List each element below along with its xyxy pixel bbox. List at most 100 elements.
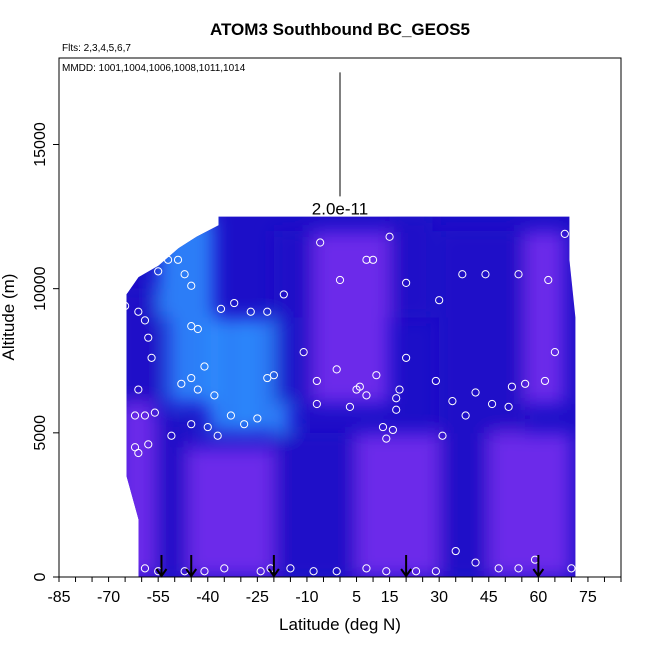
x-axis-label: Latitude (deg N) [279, 615, 401, 634]
field-cell [389, 216, 433, 318]
sample-point [448, 397, 457, 406]
sample-point [134, 307, 143, 316]
sample-point [382, 434, 391, 443]
sample-point [332, 365, 341, 374]
x-tick-label: -40 [196, 589, 219, 606]
sample-point [107, 425, 116, 435]
flight-arrow [400, 555, 412, 578]
field-cells [126, 216, 572, 577]
sample-point [263, 373, 272, 383]
x-tick-label: -25 [246, 589, 269, 606]
flight-arrow [268, 555, 280, 578]
sample-point [471, 558, 480, 567]
sample-point [177, 379, 186, 388]
x-tick-label: 15 [381, 589, 399, 606]
sample-point [471, 388, 480, 397]
x-axis: -85 -70 -55 -40 -25 -10 5 15 30 45 60 75 [47, 577, 622, 606]
sample-point [309, 567, 318, 576]
sample-point [431, 567, 440, 576]
sample-point [97, 385, 107, 394]
sample-point [438, 431, 447, 440]
y-tick-label: 10000 [32, 266, 49, 311]
field-cell [525, 231, 565, 404]
dates-note: MMDD: 1001,1004,1006,1008,1011,1014 [62, 63, 246, 74]
sample-point [74, 373, 83, 383]
sample-point [187, 281, 196, 290]
sample-point [316, 238, 325, 247]
curtain-field [126, 216, 576, 577]
flight-arrow-head [185, 568, 198, 578]
field-cell [187, 447, 274, 577]
sample-point [216, 304, 226, 313]
y-tick-label: 5000 [32, 415, 49, 451]
sample-point [392, 394, 401, 403]
flights-note: Flts: 2,3,4,5,6,7 [62, 43, 131, 54]
sample-point [395, 385, 404, 394]
sample-point [127, 564, 136, 573]
sample-point [84, 284, 93, 293]
sample-point [220, 564, 229, 573]
field-cell [273, 231, 314, 404]
sample-point [560, 229, 569, 238]
sample-point [87, 422, 97, 432]
sample-point [256, 567, 265, 576]
sample-point [382, 567, 391, 576]
sample-point [355, 382, 364, 391]
sample-point [193, 385, 202, 394]
x-tick-label: 75 [579, 589, 597, 606]
sample-point [144, 333, 153, 342]
sample-point [160, 226, 169, 236]
field-cell [154, 418, 188, 577]
sample-point [200, 567, 209, 576]
sample-point [402, 353, 411, 362]
sample-point [451, 546, 460, 556]
flight-arrow-head [268, 568, 280, 578]
sample-point [187, 373, 196, 383]
sample-point [362, 564, 371, 573]
sample-point [362, 391, 371, 400]
sample-point [140, 564, 150, 573]
sample-point [345, 402, 355, 411]
y-tick-label: 0 [32, 572, 49, 581]
flight-arrow-head [155, 568, 168, 578]
sample-point [577, 564, 586, 573]
sample-point [203, 422, 212, 432]
sample-point [362, 255, 371, 264]
sample-point [140, 316, 150, 325]
sample-point [550, 348, 559, 357]
x-tick-label: 60 [529, 589, 547, 606]
sample-point [458, 270, 467, 279]
sample-point [147, 353, 156, 362]
sample-point [121, 301, 130, 311]
flight-arrow [185, 555, 198, 578]
flight-arrow [155, 555, 168, 578]
field-cell [439, 231, 526, 433]
sample-point [269, 371, 278, 380]
sample-point [246, 307, 255, 316]
sample-point [117, 434, 126, 443]
sample-point [461, 411, 470, 420]
sample-points [68, 226, 599, 576]
sample-point [263, 307, 272, 316]
sample-point [521, 379, 530, 388]
flight-arrows [155, 555, 545, 578]
sample-point [567, 564, 576, 573]
field-cell [158, 216, 215, 318]
sample-point [187, 420, 196, 429]
sample-point [210, 391, 219, 400]
sample-point [312, 376, 321, 386]
sample-point [253, 414, 262, 423]
sample-point [299, 348, 308, 357]
y-axis-label: Altitude (m) [0, 274, 18, 361]
chart-title: ATOM3 Southbound BC_GEOS5 [210, 20, 470, 39]
sample-point [378, 422, 388, 432]
sample-point [230, 298, 239, 308]
field-cell [488, 432, 572, 577]
x-tick-label: 30 [430, 589, 448, 606]
sample-point [114, 293, 123, 302]
sample-point [504, 402, 513, 411]
sample-point [570, 229, 579, 238]
x-tick-label: -55 [147, 589, 170, 606]
flight-arrow [532, 555, 545, 578]
sample-point [544, 275, 553, 285]
